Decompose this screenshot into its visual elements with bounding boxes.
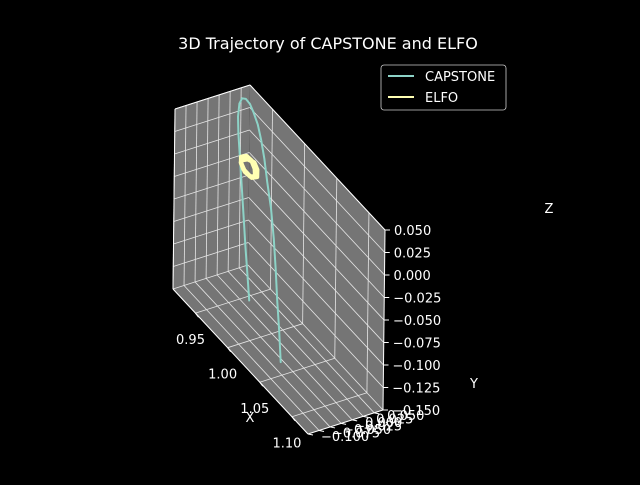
grid-left-z-1 — [173, 242, 249, 267]
y-tick-mark-1 — [318, 429, 325, 432]
y-tick-mark-0 — [307, 433, 314, 436]
y-tick-label-0: −0.100 — [321, 430, 369, 445]
tick-labels: 0.951.001.051.10 −0.100−0.075−0.050−0.025… — [176, 224, 441, 452]
series-line-elfo — [238, 153, 260, 180]
y-tick-mark-5 — [363, 415, 369, 418]
grid-left-z-5 — [174, 152, 250, 177]
legend-label-capstone: CAPSTONE — [425, 70, 495, 85]
x-tick-label-0: 0.95 — [176, 333, 205, 348]
edge-left-front — [172, 108, 176, 290]
grid-left-z-2 — [173, 219, 249, 245]
z-axis-label: Z — [545, 202, 554, 217]
y-tick-label-2: −0.050 — [343, 423, 391, 438]
floor-pane — [173, 265, 383, 434]
axis-panes — [173, 85, 385, 434]
grid-left-z-4 — [173, 174, 250, 200]
grid-floor-y-2 — [194, 281, 331, 428]
z-tick-label-6: 0.000 — [394, 269, 431, 284]
grid-back-z-0 — [247, 264, 384, 411]
grid-floor-y-6 — [238, 267, 375, 414]
legend-label-elfo: ELFO — [425, 91, 458, 106]
series-line-capstone — [237, 97, 282, 364]
z-tick-label-8: 0.050 — [394, 224, 431, 239]
y-tick-label-3: −0.025 — [354, 419, 402, 434]
y-tick-label-6: 0.050 — [387, 409, 424, 424]
y-tick-label-1: −0.075 — [332, 426, 380, 441]
grid-back-z-7 — [249, 107, 386, 253]
grid-left-z-6 — [174, 129, 250, 155]
grid-left-z-3 — [173, 197, 249, 222]
z-tick-label-4: −0.050 — [393, 314, 441, 329]
z-tick-label-2: −0.100 — [393, 359, 441, 374]
edge-back-top — [249, 84, 386, 231]
edge-y-axis — [307, 409, 384, 435]
grid-back-z-5 — [248, 152, 385, 298]
grid-floor-y-1 — [183, 285, 320, 431]
y-axis-label: Y — [469, 377, 478, 392]
z-tick-label-3: −0.075 — [393, 337, 441, 352]
grid-floor-y-4 — [216, 274, 353, 421]
grid-back-z-6 — [249, 129, 385, 276]
z-tick-label-7: 0.025 — [394, 247, 431, 262]
x-tick-label-2: 1.05 — [240, 402, 269, 417]
y-tick-label-5: 0.025 — [376, 412, 413, 427]
z-tick-label-5: −0.025 — [393, 292, 441, 307]
x-tick-mark-0 — [195, 312, 199, 318]
z-tick-label-1: −0.125 — [392, 382, 440, 397]
legend: CAPSTONE ELFO — [380, 64, 507, 111]
grid-floor-y-3 — [205, 278, 342, 424]
y-tick-mark-6 — [374, 412, 380, 415]
chart-title: 3D Trajectory of CAPSTONE and ELFO — [178, 34, 478, 53]
x-tick-mark-1 — [227, 347, 232, 352]
x-axis-label: X — [246, 411, 255, 426]
x-tick-label-1: 1.00 — [208, 368, 237, 383]
z-tick-label-0: −0.150 — [392, 404, 440, 419]
y-tick-label-4: 0.000 — [365, 416, 402, 431]
grid-floor-x-2 — [259, 357, 335, 383]
y-tick-mark-3 — [340, 422, 347, 425]
edge-left-top — [174, 84, 251, 110]
grid-left-z-7 — [174, 107, 250, 132]
grid-floor-x-0 — [195, 288, 271, 314]
grid-back-z-4 — [248, 174, 385, 321]
grid-floor-x-3 — [291, 392, 368, 418]
grid-floor-x-1 — [227, 323, 303, 349]
grid-left-z-0 — [172, 264, 249, 290]
y-tick-mark-2 — [329, 426, 336, 429]
x-tick-mark-3 — [291, 416, 296, 422]
x-tick-mark-2 — [259, 381, 264, 387]
grid-back-z-2 — [248, 219, 384, 366]
x-tick-label-3: 1.10 — [272, 437, 301, 452]
grid-back-z-1 — [247, 242, 384, 388]
series-lines — [237, 97, 282, 364]
grid-floor-y-5 — [227, 271, 364, 417]
y-tick-mark-4 — [352, 419, 358, 422]
